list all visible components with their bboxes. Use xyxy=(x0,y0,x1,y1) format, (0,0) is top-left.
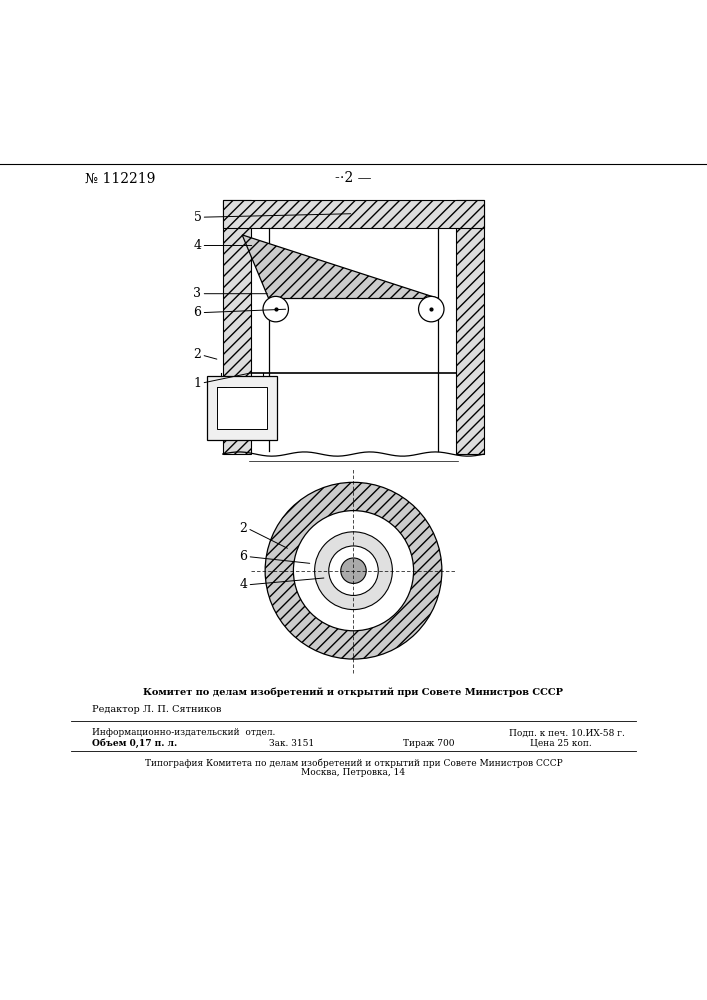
Text: Редактор Л. П. Сятников: Редактор Л. П. Сятников xyxy=(92,705,221,714)
Polygon shape xyxy=(242,235,438,299)
Text: Типография Комитета по делам изобретений и открытий при Совете Министров СССР: Типография Комитета по делам изобретений… xyxy=(145,758,562,768)
Text: 5: 5 xyxy=(194,211,201,224)
Text: 2: 2 xyxy=(240,522,247,535)
Circle shape xyxy=(329,546,378,595)
Text: Москва, Петровка, 14: Москва, Петровка, 14 xyxy=(301,768,406,777)
Text: Тираж 700: Тираж 700 xyxy=(403,739,455,748)
Bar xyxy=(456,200,484,454)
Bar xyxy=(218,387,267,429)
Text: Цена 25 коп.: Цена 25 коп. xyxy=(530,739,592,748)
Circle shape xyxy=(265,482,442,659)
Text: 6: 6 xyxy=(240,550,247,563)
Bar xyxy=(223,200,251,454)
Text: № 112219: № 112219 xyxy=(85,171,156,185)
Text: -⋅2 —: -⋅2 — xyxy=(335,171,372,185)
Text: 6: 6 xyxy=(194,306,201,319)
Text: 3: 3 xyxy=(194,287,201,300)
Text: 1: 1 xyxy=(194,377,201,390)
Circle shape xyxy=(293,511,414,631)
Bar xyxy=(223,200,484,228)
Circle shape xyxy=(341,558,366,583)
Text: Информационно-издательский  отдел.: Информационно-издательский отдел. xyxy=(92,728,275,737)
Circle shape xyxy=(315,532,392,610)
Circle shape xyxy=(419,296,444,322)
Text: Объем 0,17 п. л.: Объем 0,17 п. л. xyxy=(92,739,177,748)
Text: 4: 4 xyxy=(240,578,247,591)
Text: 2: 2 xyxy=(194,348,201,361)
Text: 4: 4 xyxy=(194,239,201,252)
Text: Зак. 3151: Зак. 3151 xyxy=(269,739,314,748)
Text: Подп. к печ. 10.ИХ-58 г.: Подп. к печ. 10.ИХ-58 г. xyxy=(509,728,625,737)
Bar xyxy=(206,376,277,440)
Text: Комитет по делам изобретений и открытий при Совете Министров СССР: Комитет по делам изобретений и открытий … xyxy=(144,687,563,697)
Circle shape xyxy=(263,296,288,322)
